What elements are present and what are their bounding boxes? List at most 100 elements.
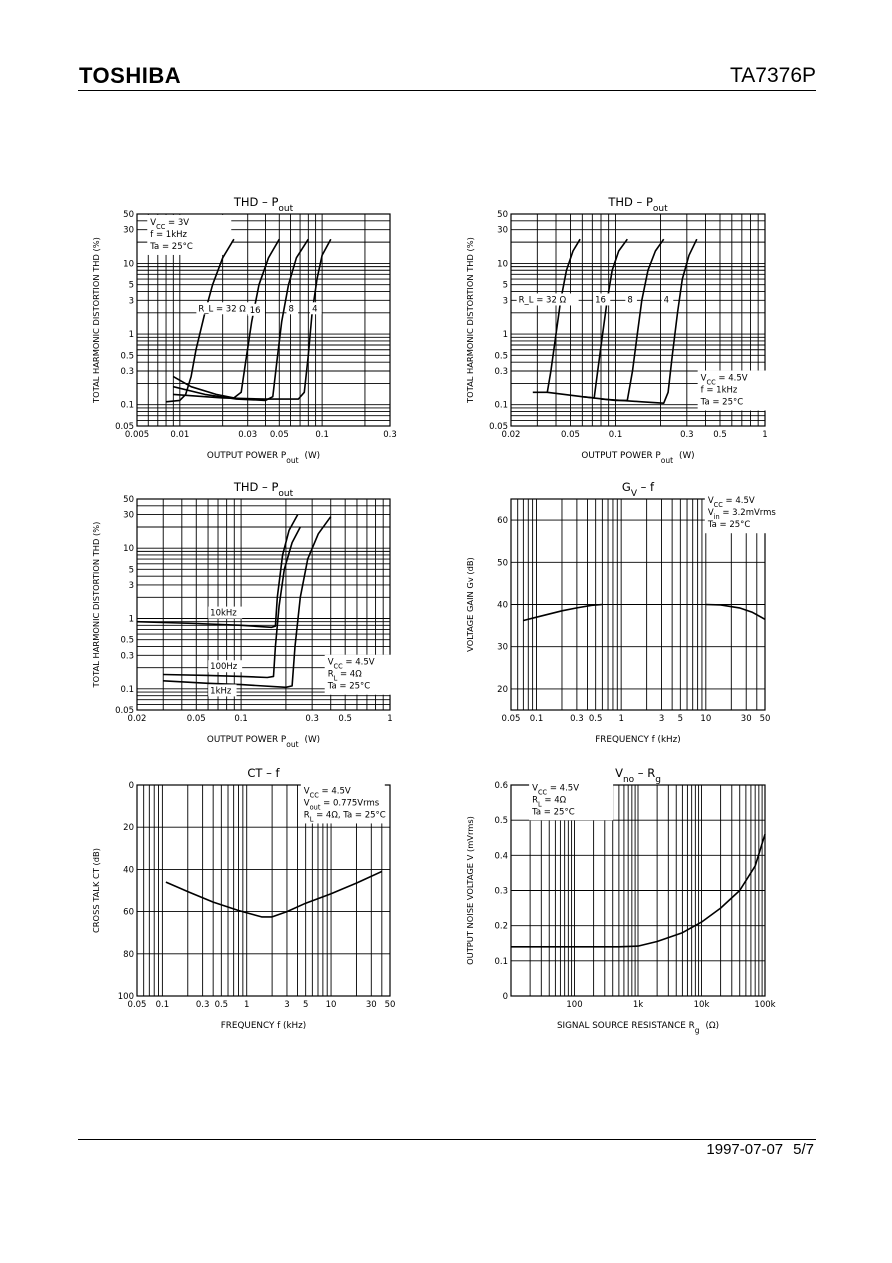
y-tick-label: 0.5 xyxy=(494,816,508,826)
series-label-bg xyxy=(661,293,674,306)
x-axis-label: OUTPUT POWER Pout (W) xyxy=(581,451,694,465)
gridlines xyxy=(137,785,390,996)
series-label-bg xyxy=(196,302,259,315)
x-tick-label: 0.1 xyxy=(609,430,623,440)
chart-1: 0.005 0.01 0.03 0.05 0.1 0.3 0.05 0.1 0.3 0.5 1 3 5 1… xyxy=(91,195,397,465)
series-label: 16 xyxy=(250,306,261,316)
y-tick-label: 50 xyxy=(497,210,508,220)
series-label: 1kHz xyxy=(210,686,232,696)
x-tick-label: 30 xyxy=(366,1000,377,1010)
y-tick-label: 10 xyxy=(497,259,508,269)
y-tick-label: 5 xyxy=(129,281,134,291)
x-tick-label: 0.3 xyxy=(383,430,397,440)
series-line-1 xyxy=(165,870,383,918)
x-tick-label: 0.01 xyxy=(170,430,189,440)
series-line-1 xyxy=(165,238,235,403)
series-line-4 xyxy=(173,238,332,400)
series-label-bg xyxy=(593,293,611,306)
chart-title: THD – Pout xyxy=(233,480,294,499)
y-tick-label: 20 xyxy=(123,823,134,833)
plot-frame xyxy=(510,213,766,427)
condition-text: RL = 4Ω xyxy=(532,795,567,808)
y-tick-label: 40 xyxy=(123,865,134,875)
y-tick-label: 0.1 xyxy=(120,685,134,695)
y-tick-label: 0.1 xyxy=(120,401,134,411)
x-tick-label: 0.05 xyxy=(502,714,521,724)
series-line-3 xyxy=(173,238,309,402)
condition-text: Ta = 25°C xyxy=(700,398,744,408)
y-tick-label: 50 xyxy=(123,210,134,220)
footer-rule xyxy=(78,1139,816,1140)
conditions-box xyxy=(147,214,232,255)
y-tick-label: 20 xyxy=(497,685,508,695)
y-tick-label: 0.5 xyxy=(120,351,134,361)
condition-text: Ta = 25°C xyxy=(531,807,575,817)
y-tick-label: 30 xyxy=(123,226,134,236)
x-tick-label: 3 xyxy=(659,714,664,724)
y-tick-label: 0.4 xyxy=(494,851,508,861)
conditions-box xyxy=(529,780,614,821)
x-tick-label: 10 xyxy=(700,714,711,724)
y-tick-label: 50 xyxy=(497,558,508,568)
y-tick-label: 1 xyxy=(129,614,134,624)
x-axis-label: OUTPUT POWER Pout (W) xyxy=(207,451,320,465)
series-line-2 xyxy=(705,603,766,621)
x-tick-label: 1k xyxy=(633,1000,643,1010)
footer-page: 5/7 xyxy=(793,1141,814,1158)
series-line-1 xyxy=(511,833,766,948)
y-tick-label: 0.5 xyxy=(494,351,508,361)
series-label: R_L = 32 Ω xyxy=(519,295,567,305)
y-tick-label: 0.6 xyxy=(494,781,508,791)
chart-6: 100 1k 10k 100k 0 0.1 0.2 0.3 0.4 0.5 0.6 Vno – Rg S… xyxy=(465,766,776,1035)
y-tick-label: 3 xyxy=(129,296,134,306)
y-tick-label: 1 xyxy=(129,330,134,340)
series-line-4 xyxy=(600,238,698,404)
y-tick-label: 0.1 xyxy=(494,957,508,967)
x-tick-label: 0.3 xyxy=(305,714,319,724)
x-axis-label: FREQUENCY f (kHz) xyxy=(221,1021,306,1031)
series-label-bg xyxy=(625,293,637,306)
x-tick-label: 100 xyxy=(566,1000,582,1010)
series-label: 10kHz xyxy=(210,609,237,619)
series-label: 16 xyxy=(595,295,606,305)
x-tick-label: 3 xyxy=(284,1000,289,1010)
x-tick-label: 50 xyxy=(760,714,771,724)
series-label-bg xyxy=(286,302,299,315)
y-tick-label: 1 xyxy=(503,330,508,340)
plot-frame xyxy=(510,784,766,997)
y-tick-label: 0 xyxy=(129,781,134,791)
y-tick-label: 60 xyxy=(497,516,508,526)
condition-text: RL = 4Ω xyxy=(328,670,363,683)
y-tick-label: 3 xyxy=(129,581,134,591)
y-axis-label: TOTAL HARMONIC DISTORTION THD (%) xyxy=(91,522,101,689)
chart-5: 0.05 0.1 0.3 0.5 1 3 5 10 30 50 0 20 40 60 80 100 CT – f… xyxy=(91,766,395,1031)
condition-text: f = 1kHz xyxy=(701,386,738,396)
series-label-bg xyxy=(208,660,243,673)
y-tick-label: 10 xyxy=(123,544,134,554)
condition-text: RL = 4Ω, Ta = 25°C xyxy=(304,810,386,823)
y-axis-label: OUTPUT NOISE VOLTAGE V (mVrms) xyxy=(465,816,475,965)
condition-text: Ta = 25°C xyxy=(149,242,193,252)
x-tick-label: 1 xyxy=(387,714,392,724)
y-tick-label: 3 xyxy=(503,296,508,306)
y-tick-label: 0 xyxy=(503,992,508,1002)
x-tick-label: 5 xyxy=(678,714,683,724)
x-tick-label: 0.05 xyxy=(128,1000,147,1010)
y-axis-label: TOTAL HARMONIC DISTORTION THD (%) xyxy=(91,237,101,404)
series-label: R_L = 32 Ω xyxy=(198,304,246,314)
series-line-1 xyxy=(523,603,603,622)
y-axis-label: TOTAL HARMONIC DISTORTION THD (%) xyxy=(465,237,475,404)
header-rule xyxy=(78,90,816,91)
x-axis-label: OUTPUT POWER Pout (W) xyxy=(207,735,320,749)
y-tick-label: 80 xyxy=(123,950,134,960)
y-tick-label: 0.2 xyxy=(494,922,508,932)
x-tick-label: 0.05 xyxy=(187,714,206,724)
x-tick-label: 0.1 xyxy=(315,430,329,440)
x-tick-label: 100k xyxy=(754,1000,775,1010)
series-label: 8 xyxy=(627,295,632,305)
series-line-3 xyxy=(163,516,332,689)
plot-frame xyxy=(510,498,766,711)
y-tick-label: 0.1 xyxy=(494,401,508,411)
footer: 1997-07-07 5/7 xyxy=(696,1141,814,1158)
